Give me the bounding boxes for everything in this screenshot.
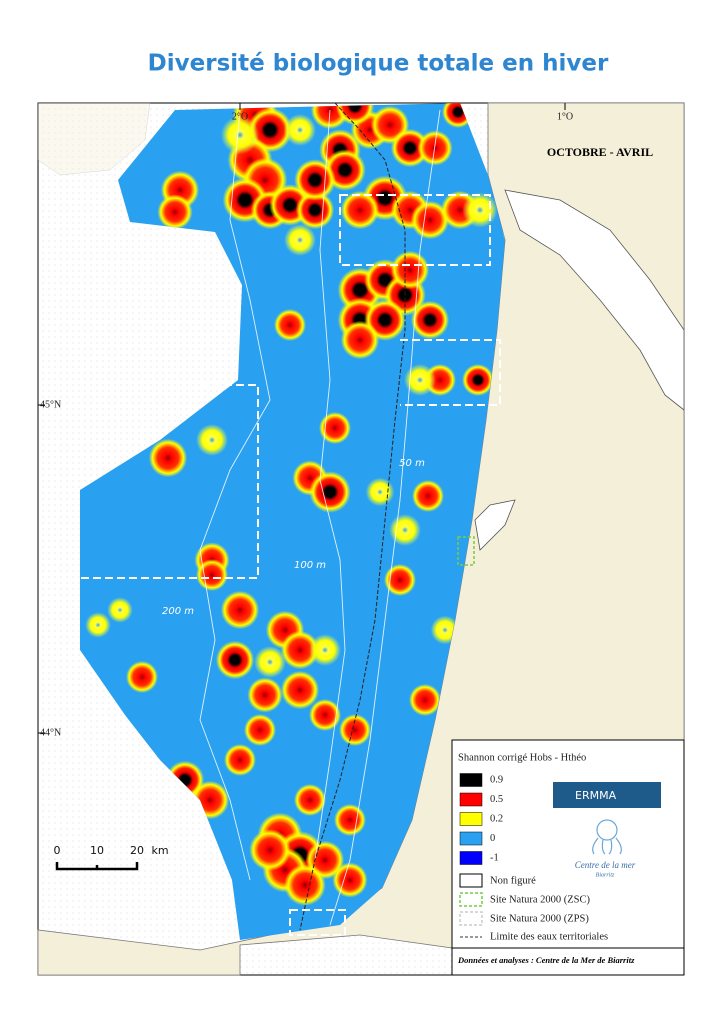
legend-class: -1 — [490, 852, 499, 863]
hotspot — [390, 250, 430, 290]
ermma-logo — [553, 782, 661, 808]
hotspot — [309, 634, 341, 666]
lat-label: 44°N — [40, 727, 61, 738]
swatch-zps — [459, 911, 483, 926]
legend-swatch — [459, 773, 483, 787]
hotspot — [85, 612, 111, 638]
lat-label: 45°N — [40, 399, 61, 410]
hotspot — [339, 714, 371, 746]
footer-box — [451, 947, 685, 976]
hotspot — [309, 471, 351, 513]
isobath-label: 100 m — [294, 560, 326, 571]
legend-swatch — [459, 831, 483, 846]
hotspot — [254, 646, 286, 678]
legend: Shannon corrigé Hobs - Hthéo Non figuré … — [451, 739, 685, 976]
natura-zsc — [457, 536, 475, 566]
scale-unit: km — [151, 844, 168, 857]
legend-feature: Site Natura 2000 (ZSC) — [490, 894, 591, 905]
hotspot — [284, 224, 316, 256]
hotspot — [280, 630, 320, 670]
graticule-ticks — [38, 103, 566, 734]
hotspot — [340, 190, 380, 230]
legend-swatch — [459, 851, 483, 865]
hotspot — [389, 514, 421, 546]
octopus-logo — [592, 819, 622, 855]
hotspot — [365, 477, 395, 507]
swatch-nonfigure — [459, 873, 483, 888]
hotspot — [335, 103, 375, 126]
isobath-label: 200 m — [162, 606, 194, 617]
legend-swatch — [459, 792, 483, 807]
city-text: Biarritz — [596, 872, 615, 878]
hotspot — [157, 194, 193, 230]
scale-bar: 0 10 20 km — [54, 844, 169, 871]
lon-label: 2°O — [232, 111, 248, 122]
legend-box — [451, 739, 685, 949]
hotspot — [148, 438, 188, 478]
hotspot — [126, 661, 158, 693]
legend-class: 0.2 — [490, 813, 503, 824]
scale-label: 10 — [90, 844, 104, 857]
hotspot — [294, 159, 336, 201]
scale-label: 0 — [54, 844, 61, 857]
legend-feature: Non figuré — [490, 875, 536, 886]
hotspot — [196, 424, 228, 456]
hotspot — [220, 590, 260, 630]
hotspot — [295, 190, 335, 230]
hotspot — [410, 200, 450, 240]
isobaths — [199, 109, 441, 926]
isobath-label: 50 m — [399, 458, 425, 469]
hotspot — [280, 670, 320, 710]
legend-title: Shannon corrigé Hobs - Hthéo — [458, 752, 586, 763]
hotspot — [294, 784, 326, 816]
hotspot — [247, 677, 283, 713]
scale-label: 20 — [130, 844, 144, 857]
hotspot — [412, 480, 444, 512]
hotspot — [332, 862, 368, 898]
hotspot — [224, 744, 256, 776]
hotspot — [274, 309, 306, 341]
legend-class: 0.9 — [490, 774, 503, 785]
hotspot — [384, 564, 416, 596]
hotspot — [334, 804, 366, 836]
map-title: Diversité biologique totale en hiver — [148, 51, 609, 77]
centre-text: Centre de la mer — [575, 860, 636, 870]
hotspot — [404, 364, 436, 396]
footer-text: Données et analyses : Centre de la Mer d… — [457, 955, 635, 965]
hotspot — [340, 320, 380, 360]
hotspot — [462, 192, 498, 228]
legend-class: 0.5 — [490, 794, 503, 805]
hotspot — [196, 559, 228, 591]
natura-zps — [80, 194, 501, 936]
hotspot — [220, 115, 260, 155]
swatch-zsc — [459, 892, 483, 907]
hotspot — [319, 412, 351, 444]
gironde-estuary — [504, 189, 685, 411]
hotspot — [309, 699, 341, 731]
legend-class: 0 — [490, 833, 495, 844]
arcachon-basin — [474, 499, 516, 551]
hotspot — [107, 597, 133, 623]
hotspot — [284, 114, 316, 146]
hotspot — [410, 300, 450, 340]
hotspots — [85, 103, 505, 906]
hotspot — [215, 640, 255, 680]
hotspot — [244, 714, 276, 746]
period-label: OCTOBRE - AVRIL — [547, 145, 653, 159]
legend-feature: Limite des eaux territoriales — [490, 931, 608, 942]
hotspot — [390, 128, 430, 168]
hotspot — [409, 684, 441, 716]
hotspot — [284, 864, 326, 906]
lon-label: 1°O — [557, 111, 573, 122]
ermma-text: ERMMA — [575, 789, 617, 802]
territorial-limit — [299, 102, 406, 931]
graticule-box — [37, 102, 151, 176]
hotspot — [249, 829, 291, 871]
hotspot — [462, 364, 494, 396]
legend-feature: Site Natura 2000 (ZPS) — [490, 913, 589, 924]
legend-swatch — [459, 812, 483, 826]
